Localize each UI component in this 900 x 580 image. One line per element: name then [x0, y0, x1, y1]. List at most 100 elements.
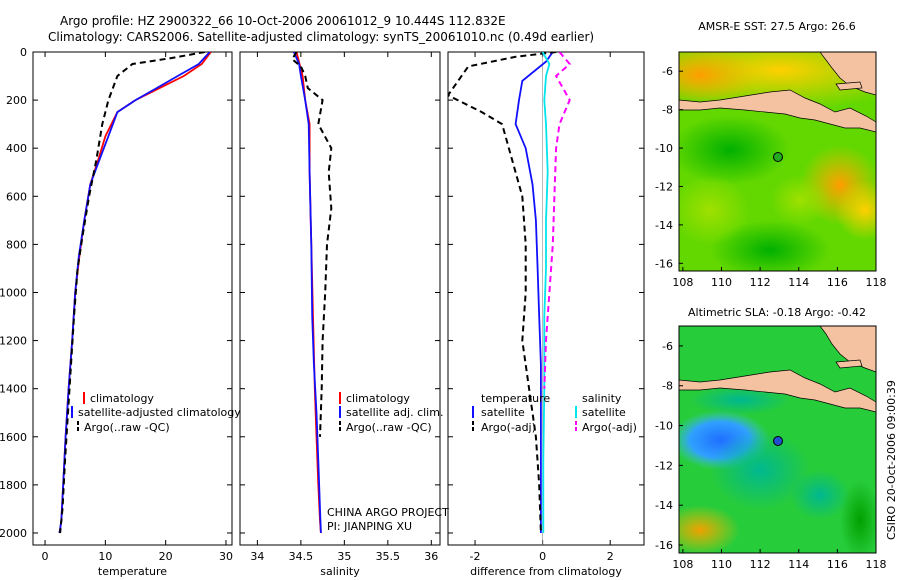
series-line-salinity-satellite: [541, 52, 551, 533]
legend-label-argo: Argo(..raw -QC): [346, 421, 432, 434]
map-y-tick-label: -6: [662, 340, 673, 353]
map-x-tick-label: 114: [788, 276, 809, 289]
land-java: [679, 89, 876, 133]
map-y-tick-label: -12: [655, 459, 673, 472]
map-y-tick-label: -8: [662, 104, 673, 117]
argo-float-marker: [773, 436, 783, 446]
y-tick-label: 800: [6, 238, 27, 251]
sla-map-panel: Altimetric SLA: -0.18 Argo: -0.42 108 110…: [655, 306, 886, 571]
sst-map-panel: AMSR-E SST: 27.5 Argo: 26.6 108 110 112 114…: [655, 20, 886, 289]
sla-map-title: Altimetric SLA: -0.18 Argo: -0.42: [688, 306, 866, 319]
legend-label-climatology: climatology: [346, 392, 410, 405]
legend-label-satellite: satellite-adjusted climatology: [78, 406, 241, 419]
legend-label-climatology: climatology: [90, 392, 154, 405]
project-note-line1: CHINA ARGO PROJECT: [327, 506, 449, 519]
y-tick-label: 1000: [0, 286, 27, 299]
legend-label-sal-satellite: satellite: [582, 406, 626, 419]
plot-frame: [239, 51, 441, 546]
x-tick-label: 35: [337, 550, 351, 563]
x-tick-label: 10: [98, 550, 112, 563]
map-y-tick-label: -6: [662, 65, 673, 78]
x-tick-label: 20: [159, 550, 173, 563]
x-tick-label: 36: [424, 550, 438, 563]
x-tick-label: 0: [42, 550, 49, 563]
difference-panel: -2 0 2 difference from climatology: [447, 51, 645, 578]
legend-label-temp-satellite: satellite: [481, 406, 525, 419]
map-x-tick-label: 112: [750, 276, 771, 289]
figure-title-line1: Argo profile: HZ 2900322_66 10-Oct-2006 …: [60, 14, 506, 28]
land-java: [679, 369, 876, 413]
x-tick-label: 30: [219, 550, 233, 563]
legend-label-sal-argo: Argo(-adj): [582, 421, 637, 434]
y-tick-label: 1200: [0, 335, 27, 348]
map-x-tick-label: 108: [672, 276, 693, 289]
series-group: [58, 52, 212, 534]
legend-title-temperature: temperature: [481, 392, 550, 405]
x-axis-label: salinity: [320, 565, 360, 578]
series-line-argo-raw-qc: [290, 52, 333, 437]
legend-title-salinity: salinity: [582, 392, 622, 405]
map-x-tick-label: 108: [672, 558, 693, 571]
y-tick-label: 1800: [0, 479, 27, 492]
x-tick-label: 2: [607, 550, 614, 563]
temperature-panel: 0 10 20 30 0 200 400 600 800 1000 1200 1400 1600 1800…: [0, 46, 233, 578]
plot-frame: [447, 51, 645, 546]
sla-map-field: [679, 326, 876, 553]
plot-frame: [32, 51, 233, 546]
x-axis-label: difference from climatology: [470, 565, 622, 578]
legend-label-argo: Argo(..raw -QC): [84, 421, 170, 434]
series-group: [448, 52, 572, 534]
x-tick-label: 34: [250, 550, 264, 563]
y-tick-label: 2000: [0, 527, 27, 540]
map-y-tick-label: -14: [655, 499, 673, 512]
side-stamp: CSIRO 20-Oct-2006 09:00:39: [885, 380, 898, 540]
project-note-line2: PI: JIANPING XU: [327, 520, 412, 533]
map-x-tick-label: 118: [866, 276, 887, 289]
x-tick-label: 35.5: [376, 550, 401, 563]
sst-map-field: [679, 52, 876, 271]
legend-label-satellite: satellite adj. clim.: [346, 406, 443, 419]
series-line-satellite-adj-clim: [293, 52, 322, 534]
sst-map-title: AMSR-E SST: 27.5 Argo: 26.6: [698, 20, 856, 33]
series-line-salinity-argo-adj: [543, 52, 572, 389]
series-line-temperature-satellite: [514, 52, 554, 533]
x-tick-label: -2: [470, 550, 481, 563]
y-tick-label: 1400: [0, 383, 27, 396]
y-tick-label: 0: [20, 46, 27, 59]
sla-map-ticks: 108 110 112 114 116 118 -6 -8 -10 -12 -14 -16: [655, 340, 886, 571]
series-line-temperature-argo-adj: [448, 52, 557, 534]
map-y-tick-label: -16: [655, 539, 673, 552]
difference-legend-salinity: salinity satellite Argo(-adj): [575, 392, 637, 434]
x-tick-label: 34.5: [289, 550, 314, 563]
map-y-tick-label: -10: [655, 420, 673, 433]
map-y-tick-label: -16: [655, 257, 673, 270]
series-line-argo-raw-qc: [59, 52, 206, 534]
map-y-tick-label: -10: [655, 142, 673, 155]
difference-legend-temperature: temperature satellite Argo(-adj): [472, 392, 550, 434]
figure-title-line2: Climatology: CARS2006. Satellite-adjuste…: [48, 30, 594, 44]
map-y-tick-label: -14: [655, 219, 673, 232]
argo-float-marker: [773, 152, 783, 162]
series-group: [290, 52, 333, 534]
temperature-legend: climatology satellite-adjusted climatolo…: [71, 392, 241, 434]
y-tick-label: 1600: [0, 431, 27, 444]
x-axis-label: temperature: [98, 565, 167, 578]
land-madura: [835, 81, 863, 91]
map-x-tick-label: 118: [866, 558, 887, 571]
series-line-satellite-adjusted-climatology: [58, 52, 211, 534]
map-x-tick-label: 116: [827, 558, 848, 571]
map-x-tick-label: 110: [711, 276, 732, 289]
map-x-tick-label: 112: [750, 558, 771, 571]
land-madura: [835, 359, 863, 369]
map-x-tick-label: 114: [788, 558, 809, 571]
sst-map-ticks: 108 110 112 114 116 118 -6 -8 -10 -12 -14 -16: [655, 65, 886, 289]
series-line-climatology: [58, 52, 212, 534]
salinity-legend: climatology satellite adj. clim. Argo(..…: [339, 392, 443, 434]
y-tick-label: 400: [6, 142, 27, 155]
map-y-tick-label: -8: [662, 380, 673, 393]
map-x-tick-label: 116: [827, 276, 848, 289]
salinity-panel: 34 34.5 35 35.5 36 salinity: [239, 51, 441, 578]
y-tick-label: 200: [6, 94, 27, 107]
y-tick-label: 600: [6, 190, 27, 203]
